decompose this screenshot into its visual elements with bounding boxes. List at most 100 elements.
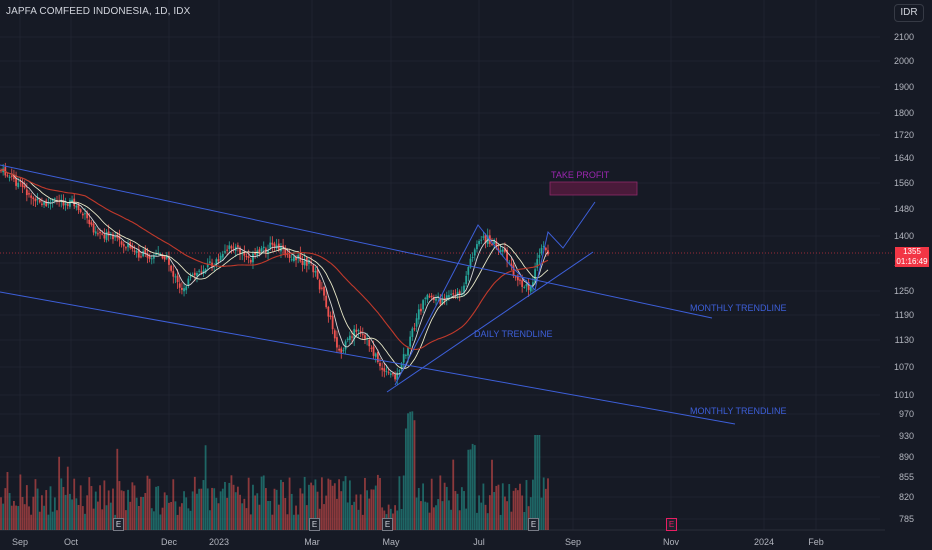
price-tick: 1250	[893, 286, 914, 296]
volume-bar	[137, 506, 140, 530]
monthly-trendline-label-2[interactable]: MONTHLY TRENDLINE	[690, 406, 787, 416]
candle-body	[239, 247, 241, 254]
volume-bar	[463, 491, 465, 530]
volume-bar	[28, 506, 30, 530]
candle-body	[316, 269, 319, 279]
volume-bar	[153, 511, 155, 530]
candle-body	[120, 241, 123, 245]
volume-bar	[15, 505, 17, 530]
volume-bar	[525, 480, 528, 530]
volume-bar	[491, 459, 493, 530]
volume-bar	[8, 492, 11, 530]
candle-body	[249, 259, 252, 263]
candle-body	[0, 170, 2, 172]
earnings-event-icon[interactable]: E	[528, 518, 539, 531]
volume-bar	[454, 491, 457, 530]
candle-body	[538, 254, 541, 258]
time-tick: 2024	[753, 537, 775, 547]
volume-bar	[396, 510, 399, 530]
candle-body	[396, 372, 399, 380]
candle-body	[308, 260, 310, 264]
candle-body	[172, 271, 175, 277]
volume-bar	[286, 514, 289, 530]
candle-body	[493, 239, 496, 244]
candle-body	[452, 293, 455, 295]
candle-body	[183, 288, 185, 292]
candle-body	[368, 339, 371, 347]
time-tick: Oct	[63, 537, 79, 547]
candle-body	[336, 337, 338, 348]
earnings-event-icon[interactable]: E	[113, 518, 124, 531]
last-price-label: 1355 01:16:49	[895, 247, 929, 267]
candle-body	[359, 331, 362, 333]
candle-body	[236, 245, 239, 247]
volume-bar	[183, 491, 185, 530]
volume-bar	[56, 510, 58, 530]
candle-body	[536, 259, 539, 268]
volume-bar	[467, 449, 470, 530]
volume-bar	[542, 477, 545, 530]
volume-bar	[36, 488, 39, 530]
volume-bar	[415, 497, 418, 530]
candle-body	[170, 265, 173, 271]
daily-trendline-label[interactable]: DAILY TRENDLINE	[474, 329, 553, 339]
price-tick: 1010	[893, 390, 914, 400]
volume-bar	[275, 489, 278, 530]
volume-bar	[267, 501, 269, 530]
price-tick: 1900	[893, 82, 914, 92]
volume-bar	[131, 482, 134, 530]
symbol-title[interactable]: JAPFA COMFEED INDONESIA, 1D, IDX	[6, 6, 191, 17]
volume-bar	[292, 514, 295, 530]
candle-body	[64, 203, 67, 206]
price-tick: 890	[898, 452, 914, 462]
volume-bar	[417, 488, 420, 530]
volume-bar	[155, 486, 157, 530]
volume-bar	[376, 474, 379, 530]
volume-bar	[310, 482, 313, 530]
candle-body	[506, 249, 508, 262]
candle-body	[215, 259, 218, 266]
candle-body	[519, 279, 521, 281]
candle-body	[38, 199, 41, 203]
volume-bar	[441, 501, 444, 530]
candle-body	[282, 245, 285, 248]
candle-body	[163, 256, 166, 260]
candle-body	[491, 243, 493, 245]
volume-bar	[493, 491, 496, 530]
last-price-value: 1355	[903, 247, 921, 256]
volume-bar	[523, 512, 526, 530]
price-tick: 1480	[893, 204, 914, 214]
volume-bar	[504, 496, 506, 530]
earnings-event-icon[interactable]: E	[309, 518, 320, 531]
take-profit-label[interactable]: TAKE PROFIT	[551, 170, 610, 180]
volume-bar	[344, 476, 347, 530]
price-tick: 1560	[893, 178, 914, 188]
candle-body	[133, 250, 136, 252]
moving-average-line	[0, 168, 549, 350]
time-tick: Mar	[304, 537, 320, 547]
volume-bar	[97, 501, 99, 530]
volume-bar	[103, 480, 106, 530]
moving-average-line	[0, 169, 549, 369]
upcoming-earnings-icon[interactable]: E	[666, 518, 677, 531]
monthly-trendline-label-1[interactable]: MONTHLY TRENDLINE	[690, 303, 787, 313]
volume-bar	[200, 488, 203, 530]
earnings-event-icon[interactable]: E	[382, 518, 393, 531]
candle-body	[262, 246, 265, 249]
candle-body	[15, 177, 17, 186]
currency-button[interactable]: IDR	[894, 4, 924, 22]
candle-body	[193, 272, 196, 276]
candle-body	[327, 306, 330, 317]
candle-body	[49, 201, 52, 203]
volume-bar	[519, 483, 521, 530]
candle-body	[340, 348, 343, 353]
volume-bar	[79, 485, 82, 530]
price-tick: 1190	[894, 310, 914, 320]
candle-body	[19, 180, 22, 182]
volume-bar	[178, 506, 181, 530]
candle-body	[428, 296, 431, 298]
volume-bar	[148, 478, 151, 530]
volume-bar	[284, 497, 287, 530]
volume-bar	[499, 514, 502, 530]
